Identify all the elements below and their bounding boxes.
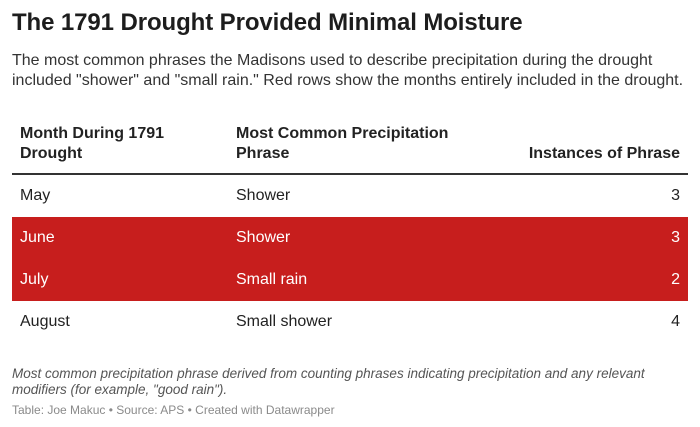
table-row: July Small rain 2 — [12, 259, 688, 301]
cell-month: August — [20, 313, 70, 330]
cell-instances: 3 — [671, 187, 680, 204]
chart-byline: Table: Joe Makuc • Source: APS • Created… — [12, 403, 335, 417]
chart-notes: Most common precipitation phrase derived… — [12, 366, 645, 397]
column-header-phrase[interactable]: Most Common Precipitation Phrase — [236, 125, 449, 162]
table-body: May Shower 3 June Shower 3 July Small rain 2 Augu… — [12, 175, 688, 343]
chart-subtitle: The most common phrases the Madisons use… — [12, 52, 684, 89]
table-row: May Shower 3 — [12, 175, 688, 217]
cell-phrase: Shower — [236, 229, 291, 246]
cell-month: May — [20, 187, 51, 204]
cell-instances: 4 — [671, 313, 680, 330]
cell-month: July — [20, 271, 49, 288]
table-row: June Shower 3 — [12, 217, 688, 259]
cell-month: June — [20, 229, 55, 246]
table-header: Month During 1791 Drought Most Common Pr… — [12, 121, 688, 175]
column-header-instances[interactable]: Instances of Phrase — [528, 145, 680, 162]
cell-instances: 2 — [671, 271, 680, 288]
cell-phrase: Shower — [236, 187, 291, 204]
chart-title: The 1791 Drought Provided Minimal Moistu… — [12, 9, 523, 36]
table-row: August Small shower 4 — [12, 301, 688, 343]
column-header-month[interactable]: Month During 1791 Drought — [20, 125, 165, 162]
cell-phrase: Small rain — [236, 271, 308, 288]
cell-instances: 3 — [671, 229, 680, 246]
data-table: Month During 1791 Drought Most Common Pr… — [12, 121, 688, 343]
cell-phrase: Small shower — [236, 313, 333, 330]
